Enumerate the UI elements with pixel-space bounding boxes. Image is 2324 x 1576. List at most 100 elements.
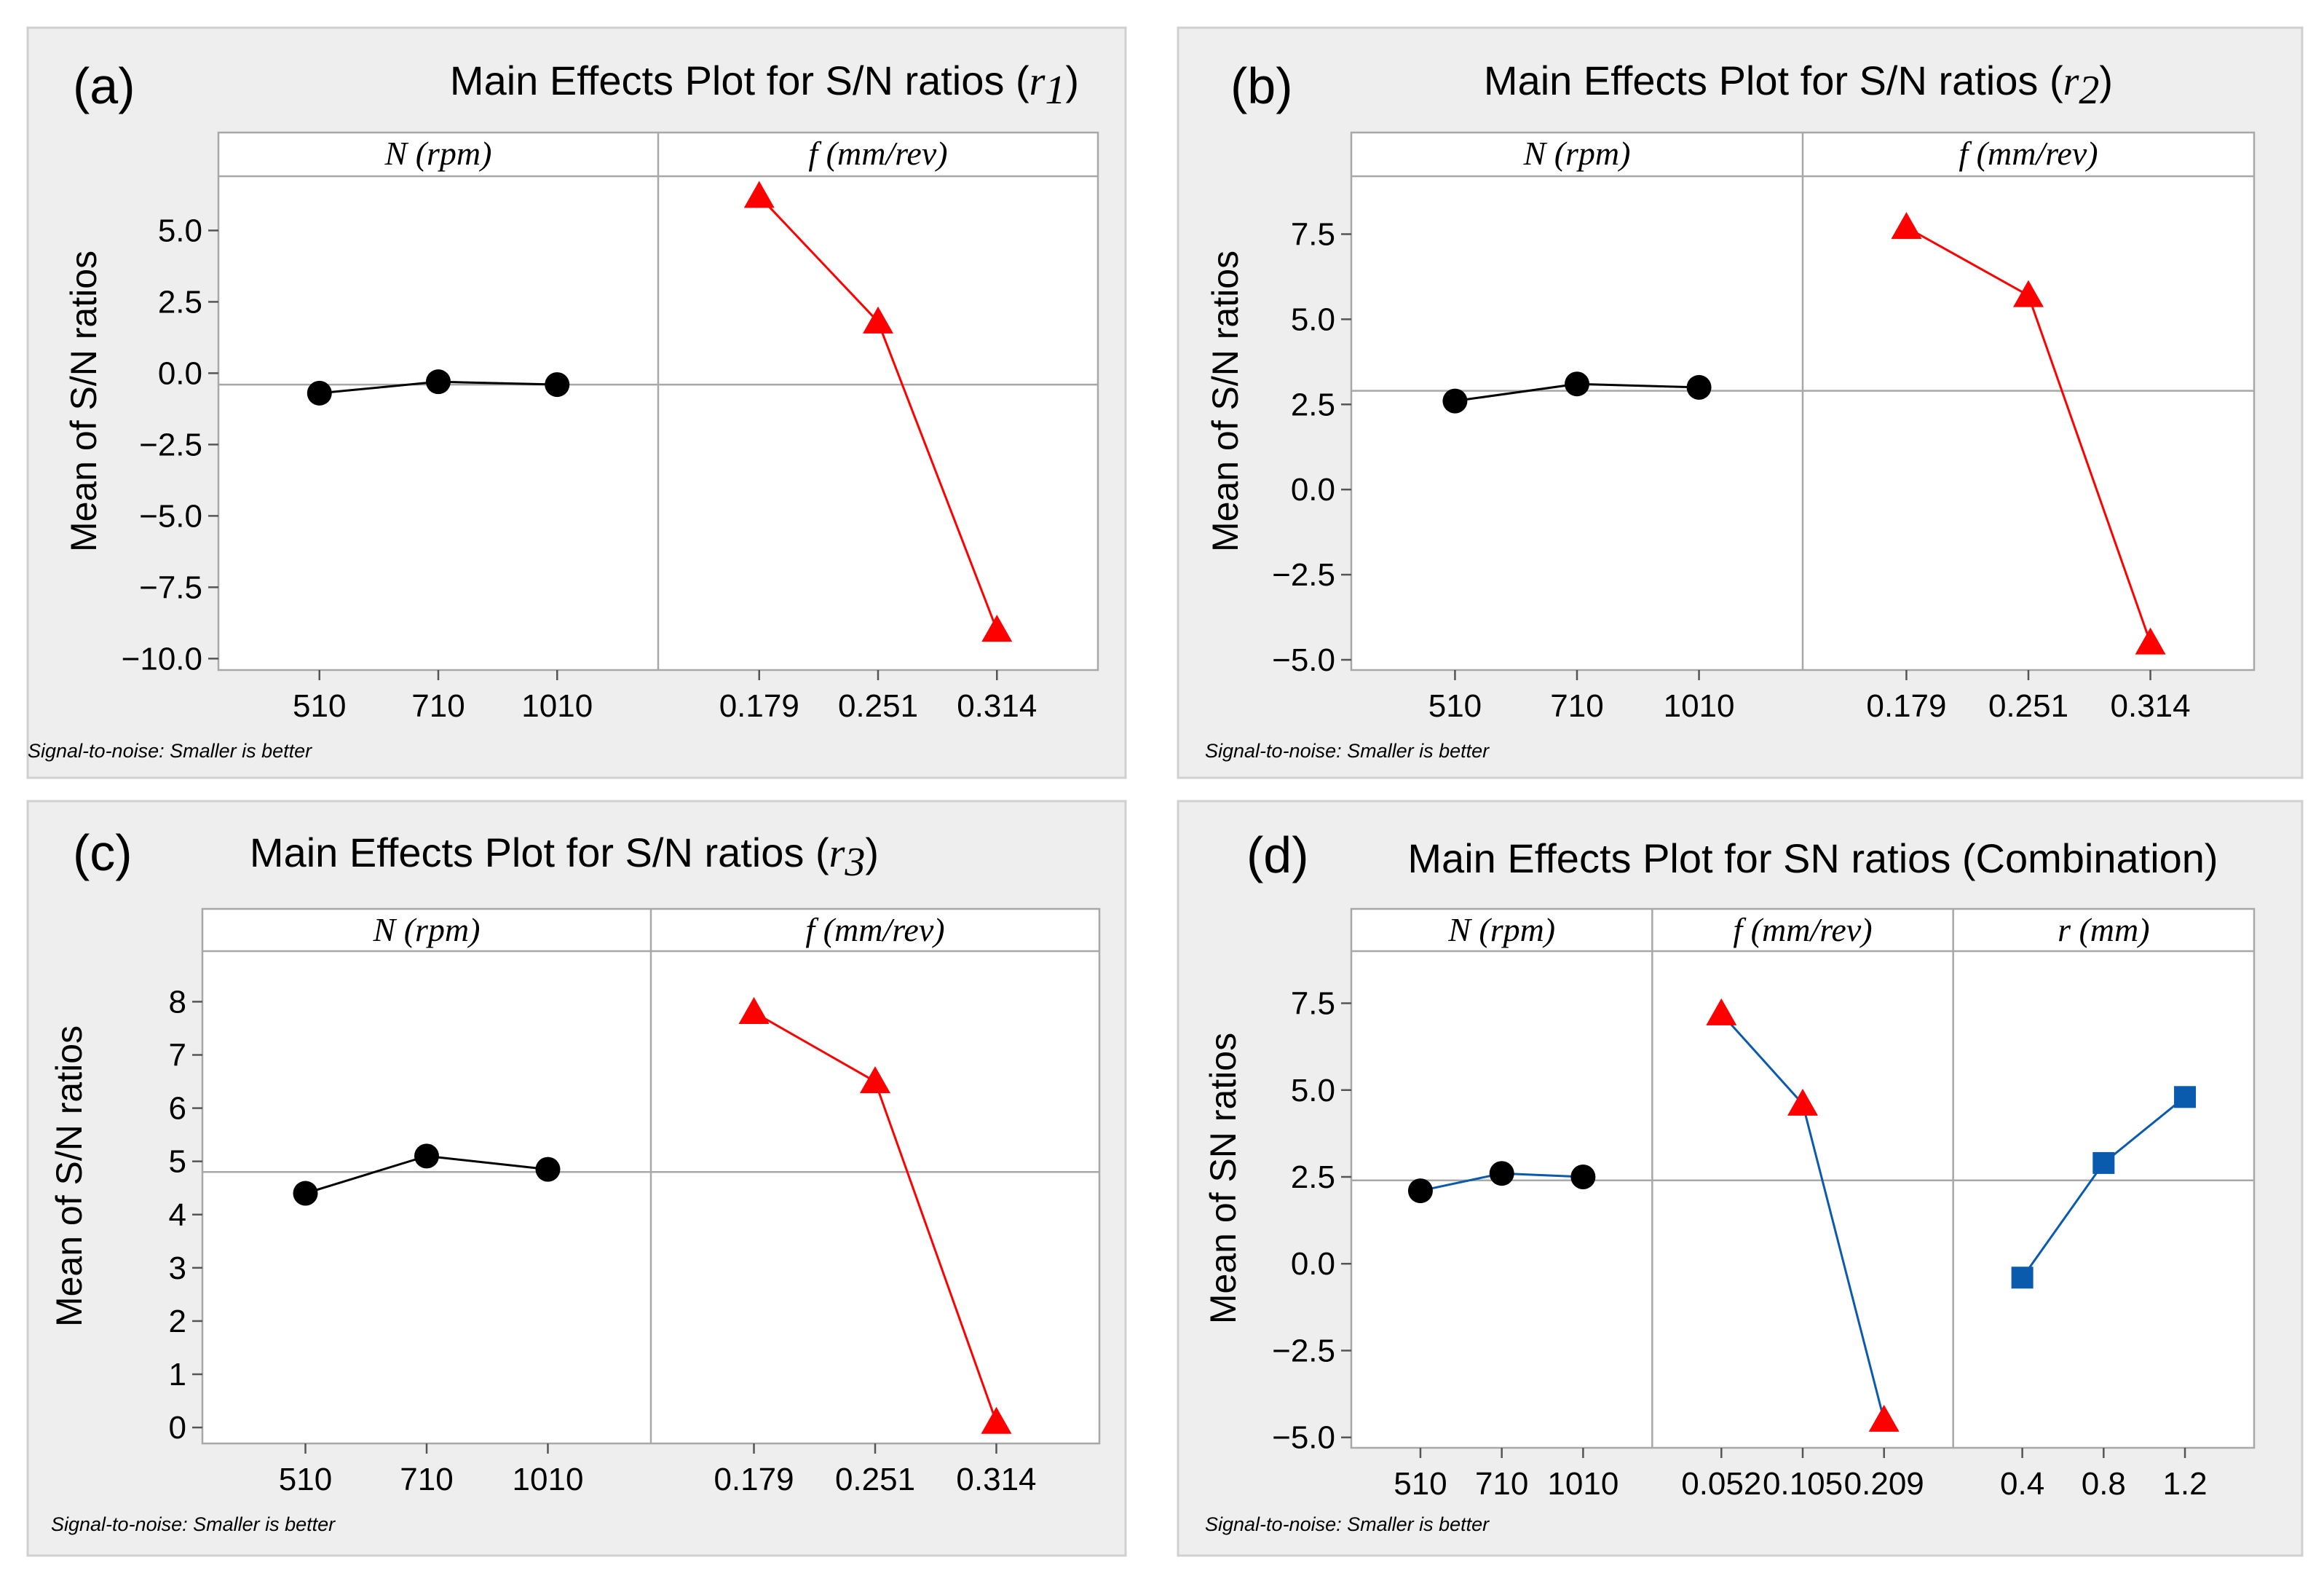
data-point-triangle xyxy=(2135,627,2166,655)
x-tick-label: 510 xyxy=(293,688,346,724)
y-tick-label: 5 xyxy=(169,1144,186,1180)
factor-facet: f (mm/rev) 0.179 0.251 0.314 xyxy=(1801,133,2191,724)
chart-panel-a: Main Effects Plot for S/N ratios (r1) (a)… xyxy=(26,26,1127,779)
panel-label: (b) xyxy=(1230,58,1293,114)
facet-label: N (rpm) xyxy=(1523,135,1631,172)
x-tick-label: 0.4 xyxy=(2000,1466,2044,1502)
data-point-triangle xyxy=(863,306,893,334)
x-tick-label: 0.179 xyxy=(719,688,799,724)
data-point-triangle xyxy=(860,1066,890,1094)
y-tick-label: 5.0 xyxy=(1291,1073,1335,1108)
factor-facet: f (mm/rev) 0.179 0.251 0.314 xyxy=(649,909,1037,1497)
y-tick-label: 5.0 xyxy=(158,213,202,248)
data-point-circle xyxy=(1565,371,1589,397)
y-tick-label: 0.0 xyxy=(1291,472,1335,508)
y-tick-label: −2.5 xyxy=(139,427,202,462)
data-point-triangle xyxy=(981,615,1013,642)
y-tick-label: 2.5 xyxy=(1291,387,1335,422)
chart-title: Main Effects Plot for S/N ratios (r2) xyxy=(1484,58,2113,113)
data-point-triangle xyxy=(738,997,770,1025)
y-tick-label: 0.0 xyxy=(158,355,202,391)
x-tick-label: 1010 xyxy=(1664,688,1735,724)
data-point-circle xyxy=(293,1181,318,1206)
x-tick-label: 1010 xyxy=(513,1462,584,1497)
x-tick-label: 510 xyxy=(279,1462,332,1497)
data-point-circle xyxy=(307,380,332,406)
chart-title: Main Effects Plot for SN ratios (Combina… xyxy=(1407,835,2218,881)
data-point-square xyxy=(2011,1266,2034,1289)
panel-label: (a) xyxy=(73,58,135,114)
data-point-triangle xyxy=(1868,1404,1900,1432)
facet-label: f (mm/rev) xyxy=(1959,135,2098,172)
data-point-circle xyxy=(1570,1165,1596,1189)
x-tick-label: 0.251 xyxy=(835,1462,915,1497)
chart-panel-b: Main Effects Plot for S/N ratios (r2) (b)… xyxy=(1177,26,2304,779)
data-point-triangle xyxy=(1706,998,1737,1025)
facet-label: N (rpm) xyxy=(1447,911,1555,948)
footnote: Signal-to-noise: Smaller is better xyxy=(28,740,312,762)
chart-title: Main Effects Plot for S/N ratios (r3) xyxy=(250,830,879,885)
chart-title: Main Effects Plot for S/N ratios (r1) xyxy=(450,58,1079,113)
data-point-triangle xyxy=(1787,1088,1818,1116)
y-tick-label: 8 xyxy=(169,984,186,1020)
footnote: Signal-to-noise: Smaller is better xyxy=(51,1513,336,1535)
data-point-circle xyxy=(426,369,451,395)
data-point-triangle xyxy=(981,1406,1012,1434)
y-axis-label: Mean of SN ratios xyxy=(1203,1033,1244,1324)
y-tick-label: −2.5 xyxy=(1272,1333,1335,1368)
plot-area xyxy=(1350,907,2256,1449)
y-tick-label: 2.5 xyxy=(1291,1159,1335,1195)
x-tick-label: 1010 xyxy=(1547,1466,1618,1502)
factor-facet: N (rpm) 510 710 1010 xyxy=(1394,911,1618,1502)
data-point-circle xyxy=(545,372,570,398)
data-point-square xyxy=(2174,1086,2197,1108)
data-point-circle xyxy=(1686,374,1712,400)
y-tick-label: −5.0 xyxy=(1272,1420,1335,1456)
y-axis-label: Mean of S/N ratios xyxy=(63,251,104,552)
factor-facet: N (rpm) 510 710 1010 xyxy=(1428,135,1735,724)
y-tick-label: −2.5 xyxy=(1272,557,1335,593)
y-axis-label: Mean of S/N ratios xyxy=(49,1025,90,1327)
facet-label: N (rpm) xyxy=(384,135,492,172)
chart-panel-d: Main Effects Plot for SN ratios (Combina… xyxy=(1177,800,2304,1557)
x-tick-label: 1010 xyxy=(521,688,593,724)
panel-label: (c) xyxy=(73,824,133,881)
x-tick-label: 510 xyxy=(1428,688,1482,724)
facet-label: f (mm/rev) xyxy=(808,135,947,172)
x-tick-label: 510 xyxy=(1394,1466,1447,1502)
footnote: Signal-to-noise: Smaller is better xyxy=(1205,740,1490,762)
data-point-circle xyxy=(535,1157,561,1182)
data-point-triangle xyxy=(1891,212,1922,240)
data-point-triangle xyxy=(743,181,775,208)
data-point-circle xyxy=(1489,1161,1514,1186)
x-tick-label: 710 xyxy=(411,688,465,724)
y-tick-label: 7.5 xyxy=(1291,986,1335,1022)
x-tick-label: 0.314 xyxy=(957,688,1037,724)
y-tick-label: 3 xyxy=(169,1250,186,1286)
y-tick-label: 7 xyxy=(169,1038,186,1073)
y-tick-label: −5.0 xyxy=(139,498,202,534)
x-tick-label: 0.251 xyxy=(1988,688,2068,724)
factor-facet: N (rpm) 510 710 1010 xyxy=(293,135,593,724)
x-tick-label: 710 xyxy=(400,1462,453,1497)
y-tick-label: 2 xyxy=(169,1304,186,1339)
panel-label: (d) xyxy=(1246,827,1309,883)
x-tick-label: 0.314 xyxy=(2111,688,2191,724)
data-point-circle xyxy=(414,1143,439,1169)
data-point-circle xyxy=(1407,1178,1433,1204)
data-point-square xyxy=(2092,1151,2115,1174)
y-tick-label: 5.0 xyxy=(1291,302,1335,337)
data-point-triangle xyxy=(2013,280,2044,307)
x-tick-label: 710 xyxy=(1475,1466,1528,1502)
footnote: Signal-to-noise: Smaller is better xyxy=(1205,1513,1490,1535)
factor-facet: f (mm/rev) 0.179 0.251 0.314 xyxy=(657,133,1037,724)
y-tick-label: 0 xyxy=(169,1410,186,1446)
y-tick-label: 0.0 xyxy=(1291,1246,1335,1282)
y-tick-label: 7.5 xyxy=(1291,216,1335,252)
y-tick-label: −7.5 xyxy=(139,570,202,605)
facet-label: r (mm) xyxy=(2058,911,2149,948)
x-tick-label: 0.314 xyxy=(956,1462,1036,1497)
y-tick-label: 1 xyxy=(169,1357,186,1392)
factor-facet: r (mm) 0.4 0.8 1.2 xyxy=(1952,909,2208,1502)
data-point-circle xyxy=(1442,388,1468,414)
